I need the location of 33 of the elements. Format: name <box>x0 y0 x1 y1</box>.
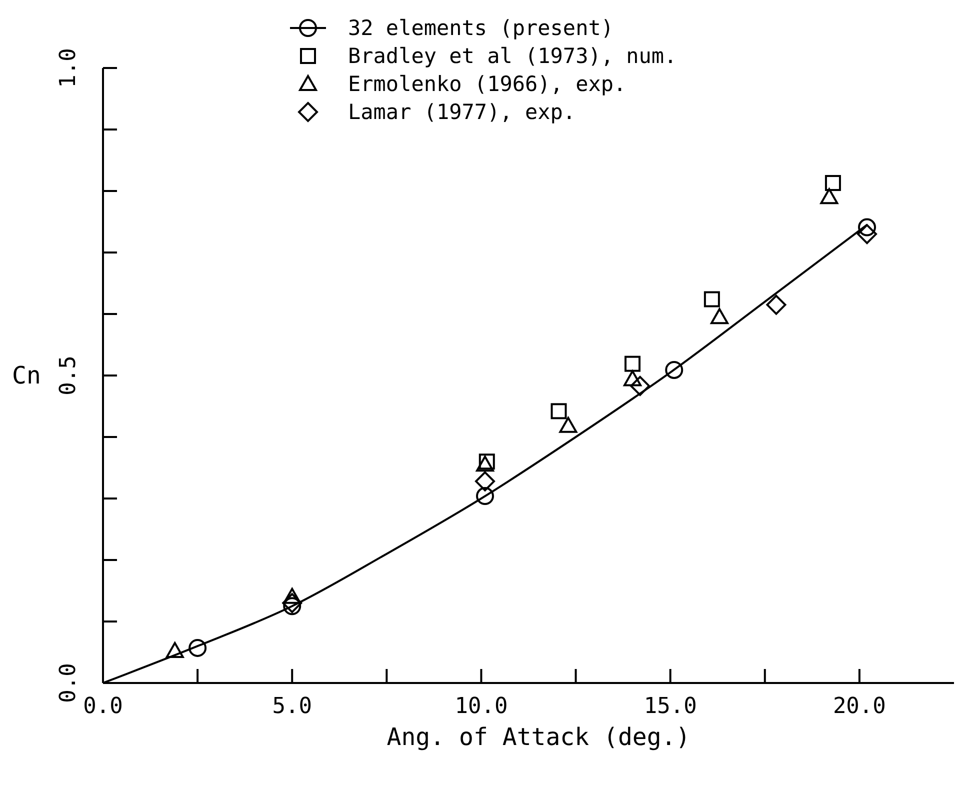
point <box>710 308 728 324</box>
y-tick-label: 0.5 <box>56 356 81 396</box>
legend-label: Lamar (1977), exp. <box>348 100 576 124</box>
legend-label: Bradley et al (1973), num. <box>348 44 677 68</box>
point <box>858 218 876 236</box>
x-tick-label: 10.0 <box>454 694 508 719</box>
point <box>282 593 302 614</box>
point <box>624 370 642 386</box>
x-tick-label: 0.0 <box>83 694 123 719</box>
x-tick-label: 15.0 <box>644 694 697 719</box>
point <box>624 356 641 372</box>
x-axis-title: Ang. of Attack (deg.) <box>386 723 690 751</box>
point <box>857 224 878 244</box>
y-tick-label: 1.0 <box>56 48 81 88</box>
x-tick-label: 20.0 <box>832 694 886 719</box>
legend-label: Ermolenko (1966), exp. <box>348 72 626 96</box>
point <box>630 376 650 396</box>
point <box>824 175 841 192</box>
point <box>283 597 302 616</box>
point <box>550 403 567 420</box>
point <box>766 294 786 315</box>
point <box>283 588 302 604</box>
point <box>820 188 838 204</box>
point <box>475 471 496 492</box>
point <box>166 642 184 658</box>
x-tick-label: 5.0 <box>272 694 312 719</box>
point <box>188 638 207 657</box>
legend-label: 32 elements (present) <box>348 16 614 40</box>
point <box>665 360 684 379</box>
y-axis-title: Cn <box>12 362 41 390</box>
point <box>559 416 578 433</box>
point <box>476 487 494 506</box>
point <box>704 291 720 308</box>
